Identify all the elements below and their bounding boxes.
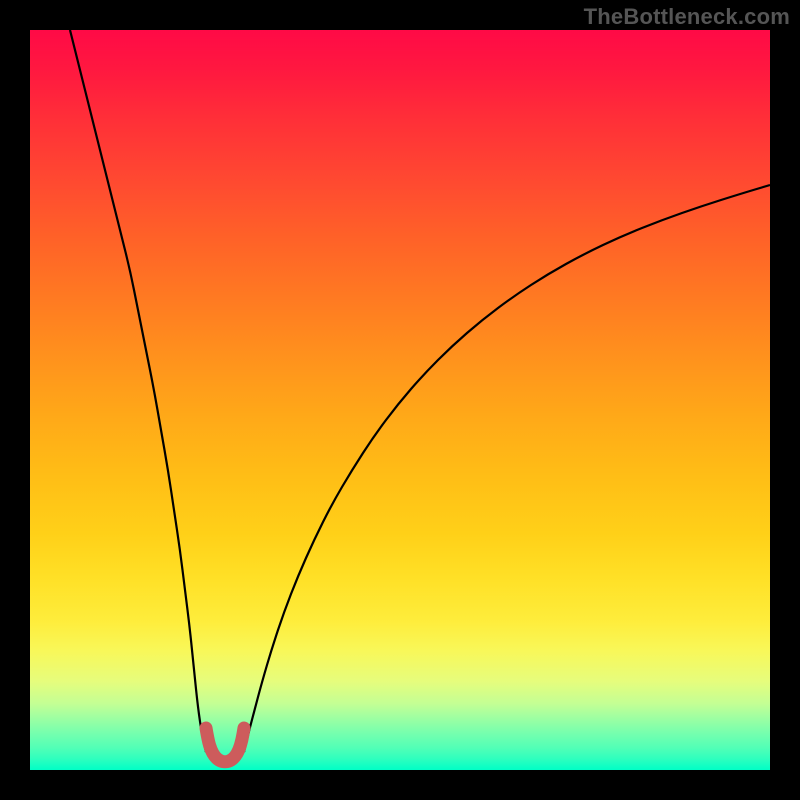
curve-right-branch xyxy=(244,185,770,752)
plot-area xyxy=(30,30,770,770)
chart-container: TheBottleneck.com xyxy=(0,0,800,800)
curve-left-branch xyxy=(70,30,206,752)
watermark-text: TheBottleneck.com xyxy=(584,4,790,30)
curve-svg xyxy=(30,30,770,770)
trough-marker xyxy=(206,728,244,762)
